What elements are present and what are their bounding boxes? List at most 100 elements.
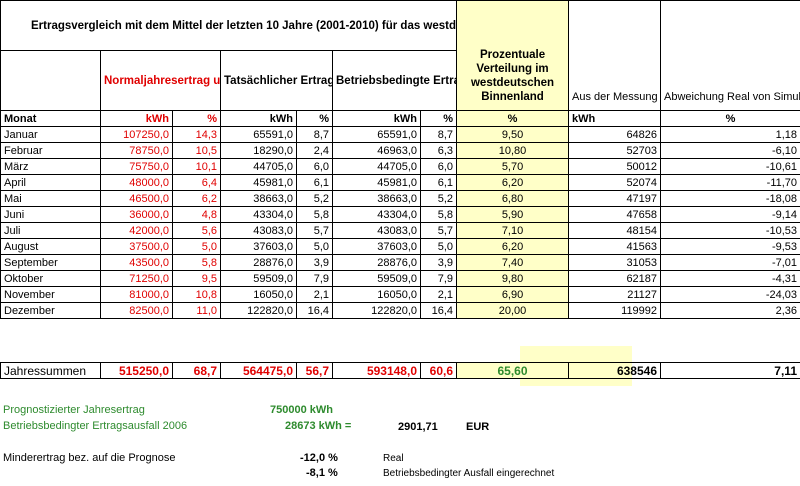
normal-pct-cell: 6,2 (172, 190, 221, 207)
dev-pct-cell: -10,53 (660, 222, 800, 239)
shortfall-label: Minderertrag bez. auf die Prognose (3, 452, 176, 464)
actual-pct-cell: 16,4 (296, 302, 333, 319)
op-kwh-cell: 46963,0 (332, 142, 421, 159)
op-kwh-cell: 44705,0 (332, 158, 421, 175)
actual-kwh-cell: 59509,0 (220, 270, 297, 287)
dev-pct-cell: -10,61 (660, 158, 800, 175)
shortfall-op-value: -8,1 % (306, 467, 338, 479)
month-cell: Juni (0, 206, 101, 223)
normal-kwh-cell: 82500,0 (100, 302, 173, 319)
normal-kwh-cell: 36000,0 (100, 206, 173, 223)
normal-kwh-cell: 107250,0 (100, 126, 173, 143)
dev-pct-cell: -6,10 (660, 142, 800, 159)
totals-sim-kwh: 638546 (568, 362, 661, 379)
actual-kwh-cell: 65591,0 (220, 126, 297, 143)
actual-pct-cell: 6,1 (296, 174, 333, 191)
actual-pct-cell: 3,9 (296, 254, 333, 271)
totals-actual-kwh: 564475,0 (220, 362, 297, 379)
table-row: Februar 78750,0 10,5 18290,0 2,4 46963,0 6,3 10… (0, 142, 800, 159)
month-cell: Mai (0, 190, 101, 207)
sim-kwh-cell: 48154 (568, 222, 662, 239)
sim-kwh-cell: 62187 (568, 270, 662, 287)
actual-pct-cell: 5,0 (296, 238, 333, 255)
table-row: März 75750,0 10,1 44705,0 6,0 44705,0 6,0 5,70 5… (0, 158, 800, 175)
op-kwh-cell: 43304,0 (332, 206, 421, 223)
dist-pct-cell: 20,00 (456, 302, 570, 319)
month-cell: März (0, 158, 101, 175)
actual-kwh-cell: 28876,0 (220, 254, 297, 271)
sim-kwh-cell: 47197 (568, 190, 662, 207)
normal-header: Normaljahresertrag unserer D4 (100, 50, 221, 111)
distribution-header: Prozentuale Verteilung im westdeutschen … (470, 49, 555, 103)
sim-kwh-cell: 50012 (568, 158, 662, 175)
normal-pct-cell: 10,8 (172, 286, 221, 303)
op-pct-cell: 5,0 (419, 238, 458, 255)
normal-pct-cell: 4,8 (172, 206, 221, 223)
distribution-header-cell: Prozentuale Verteilung im westdeutschen … (456, 0, 570, 111)
table-row: August 37500,0 5,0 37603,0 5,0 37603,0 5,0 6,20… (0, 238, 800, 255)
op-kwh-cell: 45981,0 (332, 174, 421, 191)
actual-pct-unit: % (296, 110, 333, 127)
op-kwh-cell: 16050,0 (332, 286, 421, 303)
table-title: Ertragsvergleich mit dem Mittel der letz… (0, 0, 458, 51)
table-row: Dezember 82500,0 11,0 122820,0 16,4 122820,0 1… (0, 302, 800, 319)
totals-row: Jahressummen 515250,0 68,7 564475,0 56,7… (0, 362, 800, 379)
actual-pct-cell: 6,0 (296, 158, 333, 175)
op-pct-cell: 5,2 (419, 190, 458, 207)
month-cell: April (0, 174, 101, 191)
sim-kwh-cell: 52074 (568, 174, 662, 191)
op-pct-cell: 6,0 (419, 158, 458, 175)
dev-pct-cell: 1,18 (660, 126, 800, 143)
month-cell: September (0, 254, 101, 271)
normal-kwh-cell: 48000,0 (100, 174, 173, 191)
table-row: April 48000,0 6,4 45981,0 6,1 45981,0 6,1 6,20 5… (0, 174, 800, 191)
shortfall-real-value: -12,0 % (300, 452, 338, 464)
dist-pct-cell: 9,80 (456, 270, 570, 287)
totals-dev-pct: 7,11 (660, 362, 800, 379)
forecast-label: Prognostizierter Jahresertrag (3, 404, 145, 416)
actual-kwh-cell: 38663,0 (220, 190, 297, 207)
deviation-header: Abweichung Real von Simulation (660, 0, 800, 111)
table-row: Juli 42000,0 5,6 43083,0 5,7 43083,0 5,7 7,10 48… (0, 222, 800, 239)
dist-pct-cell: 10,80 (456, 142, 570, 159)
normal-pct-cell: 10,5 (172, 142, 221, 159)
title-row: Ertragsvergleich mit dem Mittel der letz… (0, 0, 800, 111)
actual-kwh-cell: 43083,0 (220, 222, 297, 239)
normal-pct-cell: 9,5 (172, 270, 221, 287)
op-pct-cell: 5,7 (419, 222, 458, 239)
totals-op-kwh: 593148,0 (332, 362, 421, 379)
actual-pct-cell: 2,4 (296, 142, 333, 159)
op-pct-cell: 16,4 (419, 302, 458, 319)
dist-pct-cell: 6,90 (456, 286, 570, 303)
op-kwh-cell: 28876,0 (332, 254, 421, 271)
month-cell: Januar (0, 126, 101, 143)
actual-kwh-cell: 16050,0 (220, 286, 297, 303)
normal-pct-cell: 14,3 (172, 126, 221, 143)
normal-kwh-cell: 37500,0 (100, 238, 173, 255)
dist-pct-cell: 6,80 (456, 190, 570, 207)
op-kwh-cell: 65591,0 (332, 126, 421, 143)
dist-pct-cell: 7,40 (456, 254, 570, 271)
actual-pct-cell: 5,8 (296, 206, 333, 223)
month-cell: November (0, 286, 101, 303)
actual-kwh-unit: kWh (220, 110, 297, 127)
sim-kwh-cell: 64826 (568, 126, 662, 143)
dist-pct-cell: 7,10 (456, 222, 570, 239)
totals-normal-pct: 68,7 (172, 362, 221, 379)
forecast-value: 750000 kWh (270, 404, 333, 416)
dist-pct-cell: 6,20 (456, 238, 570, 255)
normal-kwh-unit: kWh (100, 110, 173, 127)
sim-kwh-cell: 21127 (568, 286, 662, 303)
dev-pct-cell: -7,01 (660, 254, 800, 271)
normal-kwh-cell: 71250,0 (100, 270, 173, 287)
dist-pct-unit: % (456, 110, 570, 127)
op-pct-cell: 2,1 (419, 286, 458, 303)
actual-kwh-cell: 45981,0 (220, 174, 297, 191)
dev-pct-cell: -9,53 (660, 238, 800, 255)
op-pct-cell: 8,7 (419, 126, 458, 143)
loss-label: Betriebsbedingter Ertragsausfall 2006 (3, 420, 188, 432)
shortfall-op-label: Betriebsbedingter Ausfall eingerechnet (383, 468, 555, 479)
actual-pct-cell: 5,2 (296, 190, 333, 207)
table-row: November 81000,0 10,8 16050,0 2,1 16050,0 2,1 6… (0, 286, 800, 303)
